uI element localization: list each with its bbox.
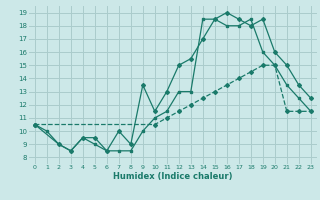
X-axis label: Humidex (Indice chaleur): Humidex (Indice chaleur) xyxy=(113,172,233,181)
